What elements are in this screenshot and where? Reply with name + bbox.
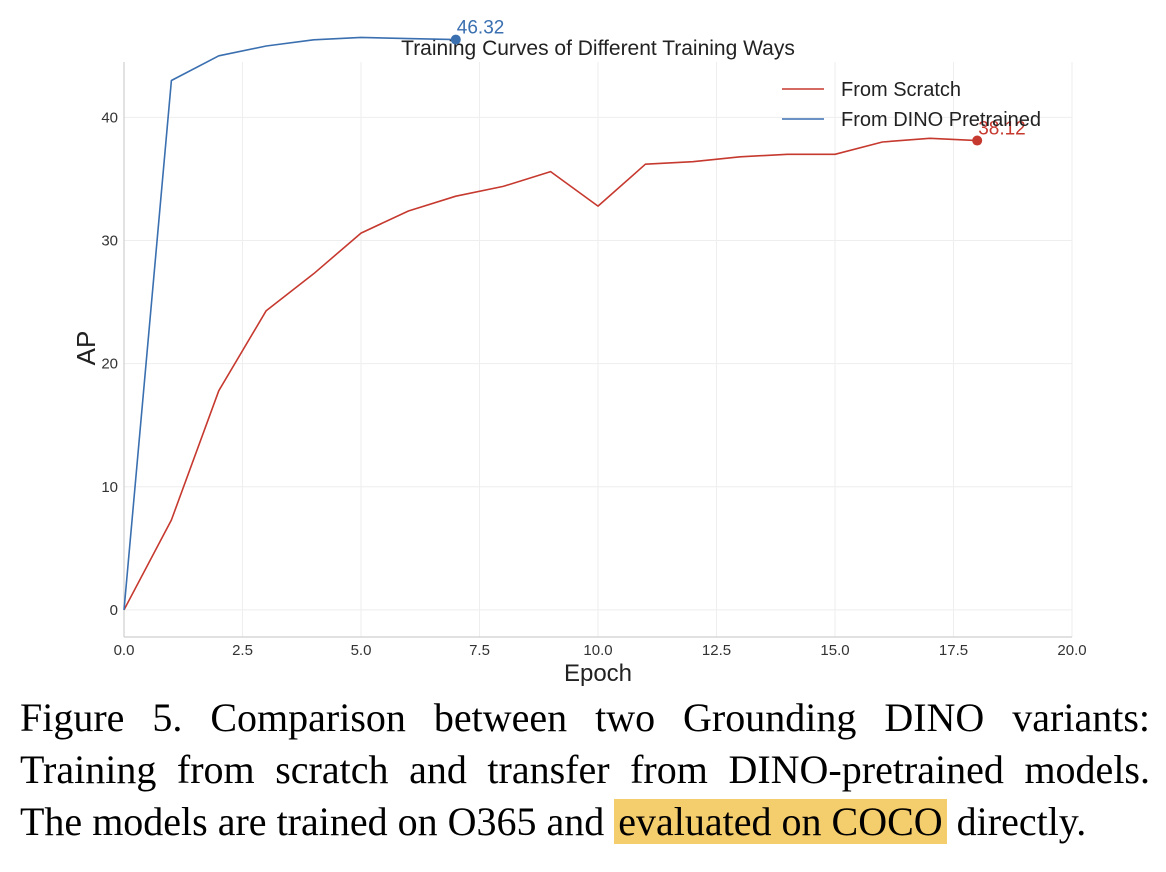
x-tick-label: 7.5	[469, 642, 490, 659]
x-tick-label: 15.0	[820, 642, 849, 659]
series: 38.12 46.32	[123, 18, 1026, 611]
y-axis-label: AP	[71, 331, 101, 366]
y-tick-label: 0	[110, 602, 118, 619]
x-tick-label: 12.5	[702, 642, 731, 659]
y-tick-label: 10	[101, 479, 118, 496]
caption-line-2: Training from scratch and transfer from …	[20, 747, 1150, 792]
x-axis-label: Epoch	[564, 660, 632, 687]
x-axis-ticks: 0.0 2.5 5.0 7.5 10.0 12.5 15.0 17.5 20.0	[114, 642, 1087, 659]
series-end-point	[450, 34, 461, 45]
caption-line-3-start: The models are trained on O365 and	[20, 799, 615, 844]
x-tick-label: 2.5	[232, 642, 253, 659]
series-end-point	[972, 135, 983, 146]
line-chart: Training Curves of Different Training Wa…	[71, 18, 1087, 687]
x-tick-label: 10.0	[583, 642, 612, 659]
caption-highlight: evaluated on COCO	[614, 799, 947, 844]
y-tick-label: 20	[101, 356, 118, 373]
figure-caption: Figure 5. Comparison between two Groundi…	[20, 692, 1150, 848]
chart: Training Curves of Different Training Wa…	[71, 18, 1087, 687]
x-tick-label: 5.0	[351, 642, 372, 659]
caption-line-3-end: directly.	[946, 799, 1087, 844]
legend-label: From Scratch	[841, 79, 961, 101]
axes	[123, 62, 1072, 638]
grid	[124, 62, 1073, 637]
series-2: 46.32	[123, 18, 505, 610]
y-tick-label: 40	[101, 109, 118, 126]
data-label: 46.32	[457, 18, 505, 39]
caption-line-1: Figure 5. Comparison between two Groundi…	[20, 695, 1150, 740]
x-tick-label: 17.5	[939, 642, 968, 659]
y-tick-label: 30	[101, 233, 118, 250]
series-1: 38.12	[123, 119, 1026, 611]
legend: From Scratch From DINO Pretrained	[782, 79, 1041, 131]
chart-title: Training Curves of Different Training Wa…	[401, 37, 795, 60]
x-tick-label: 0.0	[114, 642, 135, 659]
caption-line-3: The models are trained on O365 and evalu…	[20, 796, 1150, 848]
series-line	[123, 36, 456, 610]
x-tick-label: 20.0	[1057, 642, 1086, 659]
series-line	[123, 137, 978, 611]
legend-label: From DINO Pretrained	[841, 109, 1041, 131]
y-axis-ticks: 0 10 20 30 40	[101, 109, 118, 619]
data-label: 38.12	[978, 119, 1026, 140]
